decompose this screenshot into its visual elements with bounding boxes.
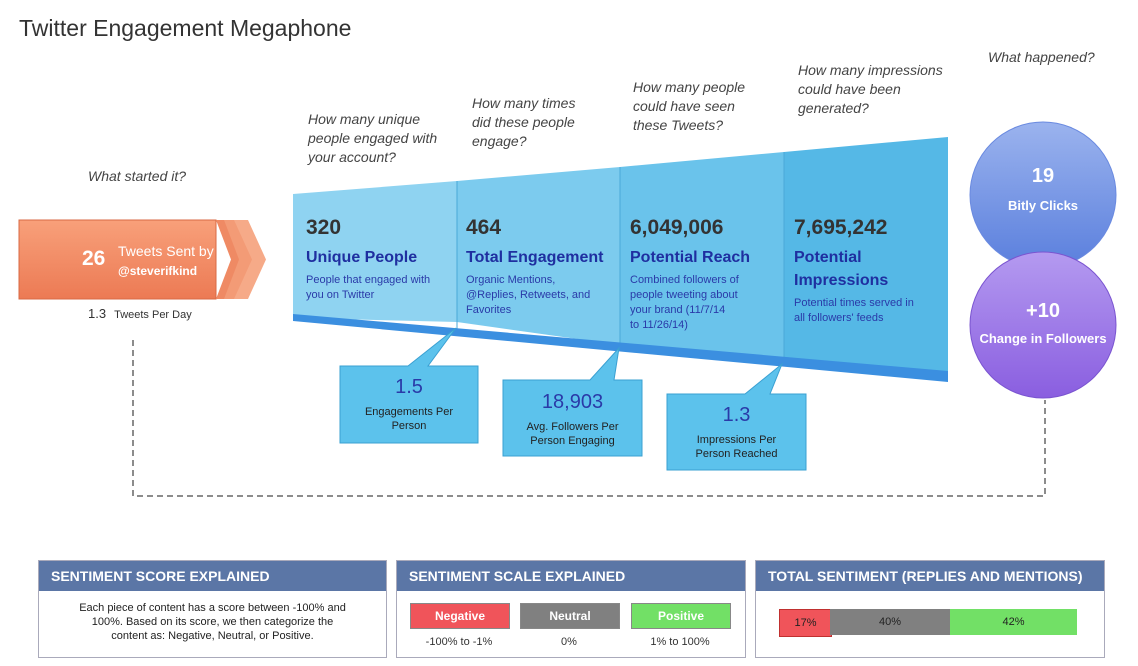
segment-name: Potential (794, 249, 862, 266)
question-times: How many times did these people engage? (472, 95, 576, 149)
callout-impressions-per-person: 1.3 Impressions Per Person Reached (667, 404, 806, 461)
segment-number: 6,049,006 (630, 216, 724, 239)
tweets-count: 26 (82, 247, 106, 270)
megaphone-base (293, 314, 948, 382)
segment-name-2: Impressions (794, 272, 889, 289)
callout-label: Impressions Per Person Reached (695, 434, 778, 460)
panel-heading: TOTAL SENTIMENT (REPLIES AND MENTIONS) (756, 561, 1104, 591)
tweets-per-day-label: Tweets Per Day (114, 309, 192, 321)
total-sentiment-panel: TOTAL SENTIMENT (REPLIES AND MENTIONS) 1… (755, 560, 1105, 658)
callout-engagements-per-person: 1.5 Engagements Per Person (340, 376, 478, 433)
chevron-icon (234, 220, 266, 299)
circle-number: 19 (1031, 165, 1055, 187)
callout-number: 18,903 (541, 391, 604, 413)
dashed-connector (132, 340, 1046, 497)
segment-unique-people (293, 181, 457, 322)
segment-potential-reach (620, 152, 784, 361)
segment-name: Potential Reach (630, 249, 751, 266)
callout-label: Avg. Followers Per Person Engaging (526, 421, 619, 447)
question-unique: How many unique people engaged with your a… (308, 111, 438, 165)
segment-total-engagement (457, 167, 620, 345)
segment-number: 7,695,242 (794, 216, 888, 239)
segment-potential-impressions-text: 7,695,242 Potential Impressions Potentia… (794, 216, 944, 326)
negative-range: -100% to -1% (425, 636, 493, 648)
question-impressions: How many impressions could have been gener… (798, 62, 943, 116)
segment-number: 320 (306, 216, 342, 239)
segment-total-engagement-text: 464 Total Engagement Organic Mentions, @R… (466, 216, 616, 318)
segment-number: 464 (466, 216, 502, 239)
sentiment-bar-segment: 42% (950, 609, 1077, 635)
panel-body: Each piece of content has a score betwee… (79, 602, 346, 642)
sentiment-bar: 17% 40% 42% (779, 561, 1077, 657)
tweets-per-day: 1.3 Tweets Per Day (88, 306, 192, 321)
circle-number: +10 (1026, 300, 1060, 322)
question-people: How many people could have seen these Twee… (633, 79, 746, 133)
tweets-label: Tweets Sent by (118, 243, 214, 259)
bitly-clicks-text: 19 Bitly Clicks (970, 165, 1116, 213)
callout-avg-followers: 18,903 Avg. Followers Per Person Engaging (503, 391, 642, 448)
segment-name: Total Engagement (466, 249, 604, 266)
circle-label: Bitly Clicks (1007, 198, 1079, 213)
segment-potential-impressions (784, 137, 948, 376)
callout-number: 1.5 (395, 376, 423, 398)
segment-desc: People that engaged with you on Twitter (306, 274, 431, 301)
segment-potential-reach-text: 6,049,006 Potential Reach Combined follo… (630, 216, 780, 333)
tweets-handle: @steverifkind (118, 264, 198, 278)
positive-box: Positive (631, 603, 731, 629)
segment-name: Unique People (306, 249, 418, 266)
negative-box: Negative (410, 603, 510, 629)
question-start: What started it? (88, 168, 187, 184)
tweets-box (18, 219, 217, 300)
neutral-range: 0% (561, 636, 577, 648)
sentiment-bar-segment: 17% (779, 609, 832, 637)
circle-label: Change in Followers (979, 331, 1107, 346)
change-in-followers-text: +10 Change in Followers (970, 300, 1116, 346)
segment-desc: Combined followers of people tweeting abo… (630, 274, 739, 331)
callout-box-2 (502, 346, 643, 457)
sentiment-bar-segment: 40% (830, 609, 950, 635)
sentiment-score-panel: SENTIMENT SCORE EXPLAINED Each piece of … (38, 560, 387, 658)
panel-heading: SENTIMENT SCALE EXPLAINED (397, 561, 745, 591)
positive-range: 1% to 100% (650, 636, 710, 648)
segment-desc: Organic Mentions, @Replies, Retweets, and… (466, 274, 591, 316)
callout-box-1 (339, 327, 479, 444)
page-title: Twitter Engagement Megaphone (19, 15, 352, 41)
question-happened: What happened? (988, 49, 1095, 65)
segment-unique-people-text: 320 Unique People People that engaged wi… (306, 216, 454, 303)
followers-circle (969, 251, 1117, 399)
panel-heading: SENTIMENT SCORE EXPLAINED (39, 561, 386, 591)
callout-box-3 (666, 362, 807, 471)
sentiment-scale-panel: SENTIMENT SCALE EXPLAINED Negative Neutr… (396, 560, 746, 658)
chevron-icon (224, 220, 253, 299)
tweets-per-day-value: 1.3 (88, 306, 107, 321)
callout-number: 1.3 (722, 404, 751, 426)
segment-desc: Potential times served in all followers' … (794, 297, 914, 324)
callout-label: Engagements Per Person (364, 406, 454, 432)
neutral-box: Neutral (520, 603, 620, 629)
